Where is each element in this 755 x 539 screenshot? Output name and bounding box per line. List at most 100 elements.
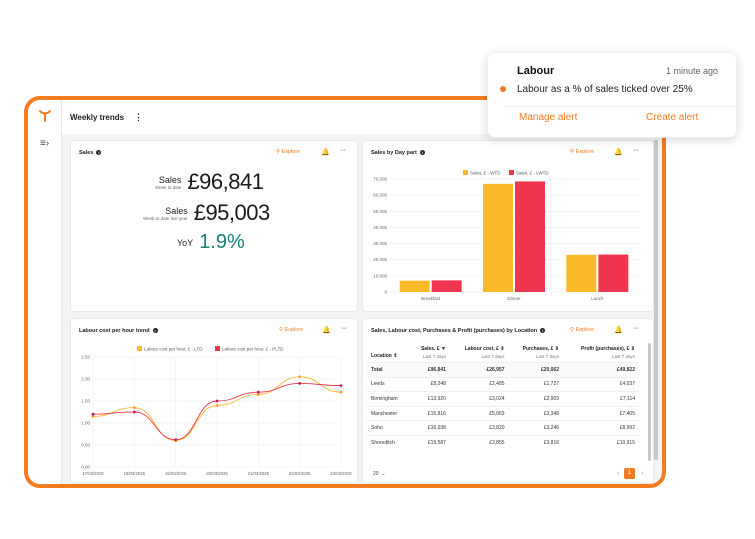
sales-lwtd-sublabel: Week to date last year <box>143 215 188 221</box>
y-tick-label: 0 <box>384 290 387 295</box>
data-point <box>174 438 178 442</box>
legend-swatch <box>137 346 142 351</box>
labour-line-chart: Labour cost per hour, £ - LTD Labour cost… <box>81 346 352 476</box>
daypart-card-title: Sales by Day part i <box>371 150 425 156</box>
data-point <box>339 384 343 387</box>
y-tick-label: 70,000 <box>373 177 387 182</box>
y-tick-label: 1.50 <box>81 399 90 404</box>
info-icon[interactable]: i <box>152 328 158 334</box>
table-cell: Shoreditch <box>367 434 410 451</box>
sales-lwtd-row: Sales Week to date last year £95,003 <box>143 200 270 226</box>
table-row[interactable]: Manchester £15,816 £5,063 £3,348 £7,405 <box>367 405 639 421</box>
daypart-more-icon[interactable]: ··· <box>633 147 639 154</box>
sales-explore-button[interactable]: ⚲ Explore <box>276 149 301 155</box>
page-menu-icon[interactable]: ⋮ <box>134 112 143 122</box>
labour-card-title-text: Labour cost per hour trend <box>79 328 150 334</box>
table-cell: Total <box>367 362 410 378</box>
notification-message: Labour as a % of sales ticked over 25% <box>517 84 693 95</box>
col-header-sales[interactable]: Sales, £ ▼ Last 7 days <box>410 343 450 363</box>
daypart-alert-bell-icon[interactable]: 🔔 <box>614 149 623 156</box>
location-table-card: Sales, Labour cost, Purchases & Profit (… <box>362 318 654 484</box>
page-scrollbar[interactable] <box>654 140 658 460</box>
sales-lwtd-value: £95,003 <box>193 200 271 225</box>
alert-notification[interactable]: Labour 1 minute ago Labour as a % of sal… <box>487 52 737 138</box>
y-tick-label: 30,000 <box>373 241 387 246</box>
table-explore-button[interactable]: ⚲ Explore <box>570 327 595 333</box>
col-header-purchases[interactable]: Purchases, £ ⇕ Last 7 days <box>509 343 563 363</box>
legend-label: Labour cost per hour, £ - PLTD <box>222 347 284 352</box>
table-cell: £3,348 <box>508 405 564 421</box>
yoy-label: YoY <box>177 237 194 248</box>
table-cell: £5,063 <box>449 405 509 421</box>
daypart-explore-button[interactable]: ⚲ Explore <box>570 149 595 155</box>
prev-page-icon[interactable]: ‹ <box>617 471 619 477</box>
y-tick-label: 60,000 <box>373 193 387 198</box>
table-card-title: Sales, Labour cost, Purchases & Profit (… <box>371 328 546 334</box>
sales-wtd-label-group: Sales Week to date <box>155 175 181 190</box>
page-size-select[interactable]: 20 ⌄ <box>373 471 386 477</box>
y-tick-label: 50,000 <box>373 209 387 214</box>
table-cell: Manchester <box>367 405 410 421</box>
expand-menu-icon[interactable]: ≡› <box>40 138 50 149</box>
x-tick-label: 20/03/2025 <box>206 471 228 476</box>
col-purchases-sub: Last 7 days <box>536 354 560 359</box>
table-cell: £7,405 <box>563 405 639 421</box>
y-tick-label: 20,000 <box>373 257 387 262</box>
labour-card: Labour cost per hour trend i ⚲ Explore 🔔 … <box>70 318 358 484</box>
sales-card-title: Sales i <box>79 150 102 156</box>
app-logo-icon <box>39 110 51 122</box>
legend-swatch <box>215 346 220 351</box>
col-sales-sub: Last 7 days <box>422 354 446 359</box>
labour-explore-button[interactable]: ⚲ Explore <box>279 327 304 333</box>
x-tick-label: 18/03/2025 <box>124 471 146 476</box>
table-scrollbar[interactable] <box>648 343 651 461</box>
daypart-bar-chart: Sales, £ - WTD Sales, £ - LWTD 0 10,000 20,0… <box>373 170 639 301</box>
info-icon[interactable]: i <box>540 328 546 334</box>
yoy-row: YoY 1.9% <box>177 231 245 254</box>
legend-label: Sales, £ - LWTD <box>516 171 549 176</box>
next-page-icon[interactable]: › <box>641 471 643 477</box>
data-point <box>256 390 260 394</box>
y-tick-label: 1.00 <box>81 421 90 426</box>
info-icon[interactable]: i <box>96 150 102 156</box>
legend-swatch <box>509 170 514 175</box>
info-icon[interactable]: i <box>419 150 425 156</box>
col-header-labour[interactable]: Labour cost, £ ⇕ Last 7 days <box>450 343 509 363</box>
sales-alert-bell-icon[interactable]: 🔔 <box>321 149 330 156</box>
bar <box>399 280 430 292</box>
table-more-icon[interactable]: ··· <box>633 325 639 332</box>
labour-explore-label: Explore <box>284 327 304 333</box>
col-header-location[interactable]: Location ⇕ <box>371 353 398 359</box>
table-cell: £8,248 <box>409 376 450 392</box>
table-cell: £1,727 <box>508 376 564 392</box>
table-header-row: Location ⇕ Sales, £ ▼ Last 7 days Labour … <box>367 343 639 363</box>
col-header-profit[interactable]: Profit (purchases), £ ⇕ Last 7 days <box>563 343 639 363</box>
table-cell: £16,038 <box>409 420 450 436</box>
sales-more-icon[interactable]: ··· <box>340 147 346 154</box>
col-sales-label: Sales, £ <box>420 346 440 352</box>
sales-card: Sales i ⚲ Explore 🔔 ··· Sales Week to dat… <box>70 140 358 312</box>
table-cell: £3,246 <box>508 420 564 436</box>
x-tick-label: 22/03/2025 <box>289 471 311 476</box>
table-alert-bell-icon[interactable]: 🔔 <box>614 327 623 334</box>
labour-alert-bell-icon[interactable]: 🔔 <box>322 327 331 334</box>
data-point <box>91 415 95 418</box>
table-row[interactable]: Birmingham £13,920 £3,024 £2,903 £7,114 <box>367 391 639 407</box>
manage-alert-button[interactable]: Manage alert <box>519 112 578 123</box>
x-tick-label: 17/03/2025 <box>82 471 104 476</box>
notification-divider <box>504 106 736 107</box>
legend-label: Labour cost per hour, £ - LTD <box>144 347 203 352</box>
table-cell: £4,037 <box>563 376 639 392</box>
bar <box>515 181 545 292</box>
table-row[interactable]: Total £96,841 £26,957 £20,062 £49,822 <box>367 362 639 378</box>
data-point <box>256 393 260 396</box>
table-row[interactable]: Soho £16,038 £3,820 £3,246 £8,992 <box>367 420 639 436</box>
labour-more-icon[interactable]: ··· <box>341 325 347 332</box>
create-alert-button[interactable]: Create alert <box>646 112 699 123</box>
table-row[interactable]: Leeds £8,248 £2,485 £1,727 £4,037 <box>367 376 639 392</box>
table-row[interactable]: Shoreditch £19,587 £3,855 £3,816 £10,915 <box>367 434 639 451</box>
legend-swatch <box>463 170 468 175</box>
current-page-button[interactable]: 1 <box>624 468 635 479</box>
sales-wtd-row: Sales Week to date £96,841 <box>155 169 264 195</box>
sales-explore-label: Explore <box>281 149 301 155</box>
